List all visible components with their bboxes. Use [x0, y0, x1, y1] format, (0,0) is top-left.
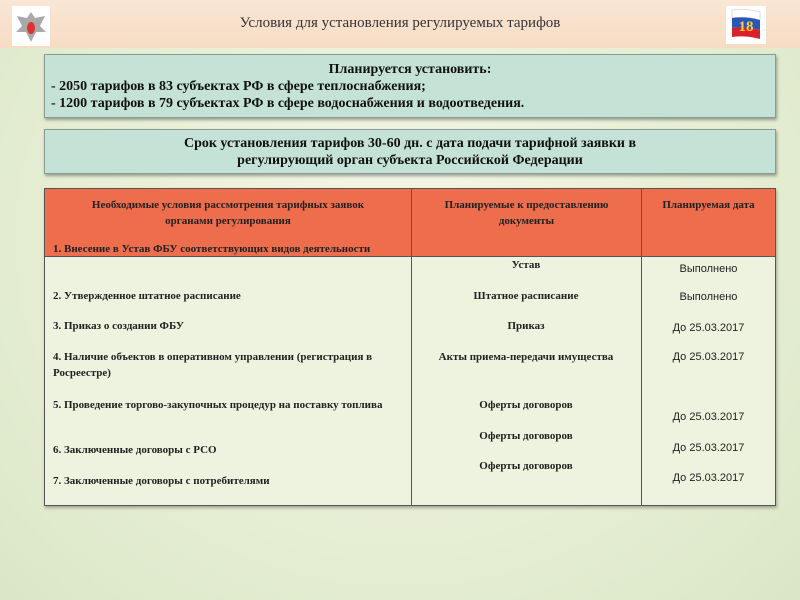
- condition-cell: 7. Заключенные договоры с потребителями: [53, 475, 270, 487]
- date-cell: Выполнено: [679, 263, 738, 275]
- date-cell: До 25.03.2017: [672, 322, 745, 334]
- plan-box: Планируется установить: - 2050 тарифов в…: [44, 54, 776, 118]
- document-cell: Штатное расписание: [473, 290, 579, 302]
- document-cell: Оферты договоров: [479, 430, 573, 442]
- condition-cell: 6. Заключенные договоры с РСО: [53, 444, 217, 456]
- conditions-table: Необходимые условия рассмотрения тарифны…: [44, 188, 776, 506]
- condition-cell: 4. Наличие объектов в оперативном управл…: [53, 351, 373, 379]
- header-band: [0, 0, 800, 48]
- divider: [641, 189, 642, 505]
- condition-cell: 1. Внесение в Устав ФБУ соответствующих …: [53, 243, 371, 255]
- column-header: Планируемые к предоставлению документы: [412, 189, 641, 257]
- document-cell: Оферты договоров: [479, 399, 573, 411]
- deadline-line: регулирующий орган субъекта Российской Ф…: [237, 153, 583, 168]
- document-cell: Акты приема-передачи имущества: [438, 351, 614, 363]
- date-cell: До 25.03.2017: [672, 472, 745, 484]
- plan-heading: Планируется установить:: [328, 62, 492, 77]
- condition-cell: 5. Проведение торгово-закупочных процеду…: [53, 399, 383, 411]
- date-cell: До 25.03.2017: [672, 442, 745, 454]
- divider: [411, 189, 412, 505]
- plan-line: - 2050 тарифов в 83 субъектах РФ в сфере…: [51, 79, 426, 94]
- deadline-box: Срок установления тарифов 30-60 дн. с да…: [44, 129, 776, 174]
- column-header: Необходимые условия рассмотрения тарифны…: [45, 189, 411, 257]
- condition-cell: 3. Приказ о создании ФБУ: [53, 320, 184, 332]
- document-cell: Оферты договоров: [479, 460, 573, 472]
- russian-flag-icon: 18: [726, 6, 766, 44]
- date-cell: До 25.03.2017: [672, 351, 745, 363]
- document-cell: Приказ: [507, 320, 545, 332]
- date-cell: Выполнено: [679, 291, 738, 303]
- column-header: Планируемая дата: [642, 189, 775, 257]
- slide-title: Условия для установления регулируемых та…: [239, 15, 561, 31]
- slide-number: 18: [739, 19, 754, 35]
- emblem-logo: [12, 6, 50, 46]
- plan-line: - 1200 тарифов в 79 субъектах РФ в сфере…: [51, 96, 525, 111]
- document-cell: Устав: [511, 259, 541, 271]
- condition-cell: 2. Утвержденное штатное расписание: [53, 290, 241, 302]
- date-cell: До 25.03.2017: [672, 411, 745, 423]
- deadline-line: Срок установления тарифов 30-60 дн. с да…: [183, 136, 637, 151]
